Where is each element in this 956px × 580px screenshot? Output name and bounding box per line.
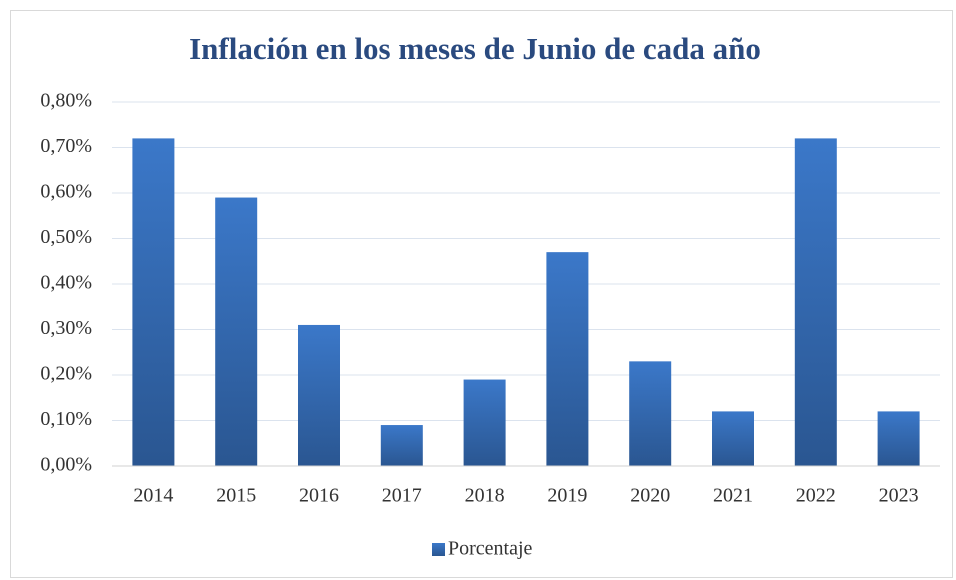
legend-swatch [432, 543, 445, 556]
bar [877, 411, 920, 466]
bar [546, 252, 589, 466]
y-tick-label: 0,80% [40, 90, 92, 112]
y-tick-label: 0,70% [40, 135, 92, 157]
y-tick-label: 0,60% [40, 181, 92, 203]
x-tick-label: 2019 [547, 485, 587, 507]
x-tick-label: 2017 [382, 485, 422, 507]
y-tick-label: 0,30% [40, 317, 92, 339]
y-tick-label: 0,10% [40, 408, 92, 430]
y-tick-label: 0,20% [40, 363, 92, 385]
x-tick-label: 2016 [299, 485, 339, 507]
bar [298, 324, 340, 466]
x-tick-label: 2022 [796, 485, 836, 507]
bar [380, 425, 423, 466]
bar [712, 411, 754, 466]
y-tick-label: 0,00% [40, 454, 92, 476]
bar [132, 138, 175, 466]
x-tick-label: 2021 [713, 485, 753, 507]
x-tick-label: 2023 [879, 485, 919, 507]
x-tick-label: 2014 [133, 485, 173, 507]
bar [629, 361, 672, 466]
x-tick-label: 2020 [630, 485, 670, 507]
y-tick-label: 0,50% [40, 226, 92, 248]
x-tick-label: 2018 [465, 485, 505, 507]
bar [215, 197, 258, 467]
bar [794, 138, 837, 466]
x-tick-label: 2015 [216, 485, 256, 507]
bar [463, 379, 506, 466]
y-tick-label: 0,40% [40, 272, 92, 294]
legend-label: Porcentaje [448, 538, 533, 560]
chart-title: Inflación en los meses de Junio de cada … [189, 31, 761, 66]
